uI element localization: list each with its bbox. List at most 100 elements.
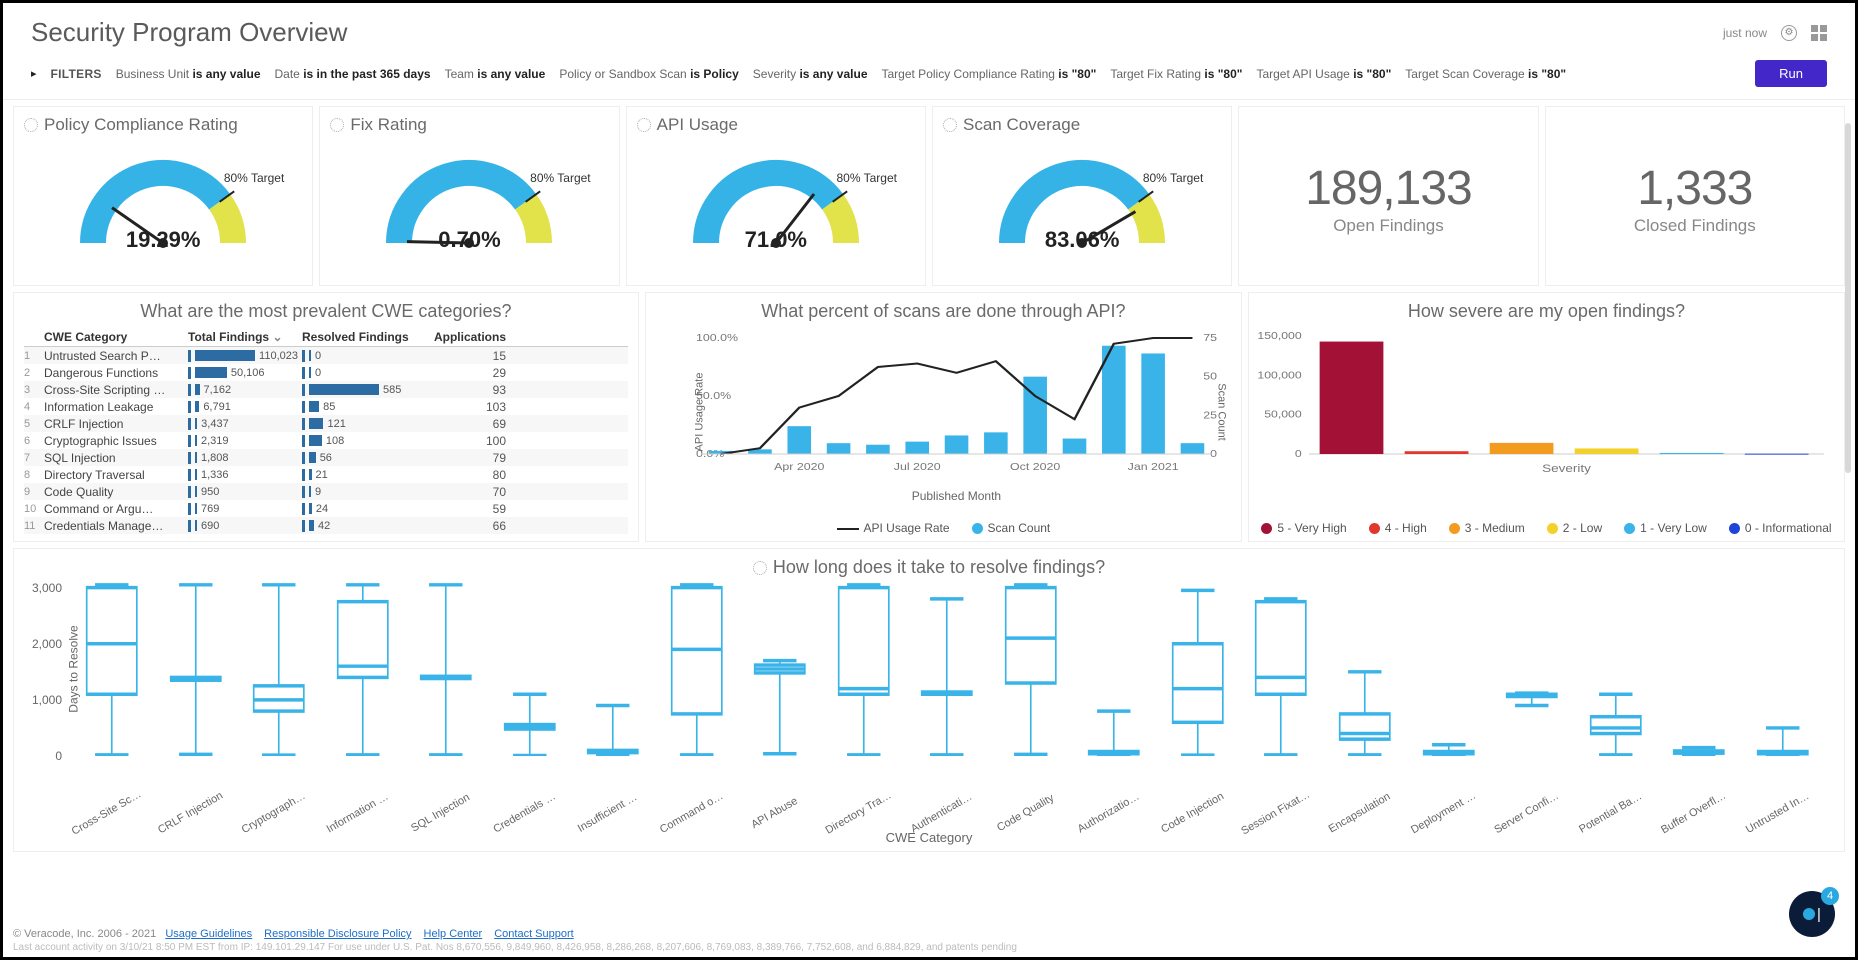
legend-item: 4 - High bbox=[1369, 521, 1427, 535]
filter-chip[interactable]: Target Fix Rating is "80" bbox=[1110, 67, 1242, 81]
cwe-name: Cryptographic Issues bbox=[44, 434, 184, 448]
legend-item: 3 - Medium bbox=[1449, 521, 1525, 535]
info-icon[interactable] bbox=[753, 561, 767, 575]
table-row[interactable]: 5 CRLF Injection 3,437 121 69 bbox=[24, 415, 628, 432]
boxplot-item bbox=[571, 582, 655, 756]
svg-text:100.0%: 100.0% bbox=[696, 333, 738, 344]
boxplot-item bbox=[1072, 582, 1156, 756]
boxplot-item bbox=[154, 582, 238, 756]
cwe-name: Credentials Manage… bbox=[44, 519, 184, 533]
gauge-value: 19.29% bbox=[126, 227, 201, 253]
metric-value: 1,333 bbox=[1637, 161, 1752, 216]
filter-chip[interactable]: Date is in the past 365 days bbox=[275, 67, 431, 81]
gauge-chart: 19.29% 80% Target bbox=[24, 135, 302, 281]
svg-text:Oct 2020: Oct 2020 bbox=[1010, 462, 1060, 473]
svg-text:Jan 2021: Jan 2021 bbox=[1127, 462, 1178, 473]
api-x-title: Published Month bbox=[696, 489, 1217, 503]
boxplot-item bbox=[488, 582, 572, 756]
cwe-name: Directory Traversal bbox=[44, 468, 184, 482]
svg-text:100,000: 100,000 bbox=[1257, 370, 1301, 381]
table-row[interactable]: 1 Untrusted Search P… 110,023 0 15 bbox=[24, 347, 628, 364]
metric-label: Closed Findings bbox=[1634, 216, 1756, 236]
cwe-table-header: CWE Category Total Findings Resolved Fin… bbox=[24, 328, 628, 347]
chat-widget[interactable]: | 4 bbox=[1789, 891, 1835, 937]
filter-chip[interactable]: Severity is any value bbox=[753, 67, 868, 81]
svg-text:50: 50 bbox=[1203, 372, 1217, 383]
table-row[interactable]: 2 Dangerous Functions 50,106 0 29 bbox=[24, 364, 628, 381]
metric-label: Open Findings bbox=[1333, 216, 1444, 236]
boxplot-item bbox=[321, 582, 405, 756]
cwe-name: Command or Argu… bbox=[44, 502, 184, 516]
table-row[interactable]: 3 Cross-Site Scripting … 7,162 585 93 bbox=[24, 381, 628, 398]
boxplot-item bbox=[1657, 582, 1741, 756]
col-total-findings[interactable]: Total Findings bbox=[188, 330, 298, 344]
page-title: Security Program Overview bbox=[31, 17, 347, 48]
footer-link[interactable]: Help Center bbox=[424, 928, 483, 940]
filter-chip[interactable]: Policy or Sandbox Scan is Policy bbox=[559, 67, 738, 81]
severity-panel: How severe are my open findings? 050,000… bbox=[1248, 292, 1845, 542]
col-resolved-findings[interactable]: Resolved Findings bbox=[302, 330, 422, 344]
info-icon[interactable] bbox=[330, 118, 344, 132]
boxplot-item bbox=[1490, 582, 1574, 756]
dashboard-grid-icon[interactable] bbox=[1811, 25, 1827, 41]
boxplot-item bbox=[989, 582, 1073, 756]
svg-text:0: 0 bbox=[1295, 449, 1302, 460]
boxplot-item bbox=[1156, 582, 1240, 756]
table-row[interactable]: 4 Information Leakage 6,791 85 103 bbox=[24, 398, 628, 415]
api-scan-chart: API Usage Rate Scan Count 0.0%50.0%100.0… bbox=[696, 332, 1217, 517]
gauge-value: 0.70% bbox=[438, 227, 500, 253]
footer-link[interactable]: Usage Guidelines bbox=[165, 928, 252, 940]
table-row[interactable]: 11 Credentials Manage… 690 42 66 bbox=[24, 517, 628, 534]
legend-item: 0 - Informational bbox=[1729, 521, 1832, 535]
footer-link[interactable]: Contact Support bbox=[494, 928, 574, 940]
cwe-name: Cross-Site Scripting … bbox=[44, 383, 184, 397]
table-row[interactable]: 9 Code Quality 950 9 70 bbox=[24, 483, 628, 500]
api-scan-title: What percent of scans are done through A… bbox=[656, 301, 1231, 322]
table-row[interactable]: 7 SQL Injection 1,808 56 79 bbox=[24, 449, 628, 466]
col-applications[interactable]: Applications bbox=[426, 330, 506, 344]
filters-toggle-icon[interactable]: ▸ bbox=[31, 67, 37, 80]
gauge-chart: 0.70% 80% Target bbox=[330, 135, 608, 281]
footer: © Veracode, Inc. 2006 - 2021 Usage Guide… bbox=[13, 928, 1845, 953]
boxplot-item bbox=[905, 582, 989, 756]
cwe-name: SQL Injection bbox=[44, 451, 184, 465]
gauge-title: Policy Compliance Rating bbox=[44, 115, 238, 135]
footer-activity: Last account activity on 3/10/21 8:50 PM… bbox=[13, 942, 1845, 953]
refresh-timestamp: just now bbox=[1723, 26, 1767, 40]
filter-chip[interactable]: Target Scan Coverage is "80" bbox=[1405, 67, 1566, 81]
gear-icon[interactable]: ⚙ bbox=[1781, 25, 1797, 41]
filter-chip[interactable]: Team is any value bbox=[445, 67, 546, 81]
gauge-target-label: 80% Target bbox=[224, 171, 285, 185]
gauge-chart: 71.0% 80% Target bbox=[637, 135, 915, 281]
footer-copyright: © Veracode, Inc. 2006 - 2021 bbox=[13, 928, 156, 940]
table-row[interactable]: 6 Cryptographic Issues 2,319 108 100 bbox=[24, 432, 628, 449]
metric-value: 189,133 bbox=[1305, 161, 1472, 216]
filter-chip[interactable]: Business Unit is any value bbox=[116, 67, 261, 81]
severity-legend: 5 - Very High4 - High3 - Medium2 - Low1 … bbox=[1259, 521, 1834, 535]
info-icon[interactable] bbox=[943, 118, 957, 132]
filter-chip[interactable]: Target API Usage is "80" bbox=[1256, 67, 1391, 81]
scrollbar-thumb[interactable] bbox=[1845, 123, 1851, 473]
cwe-name: CRLF Injection bbox=[44, 417, 184, 431]
filter-chip[interactable]: Target Policy Compliance Rating is "80" bbox=[882, 67, 1097, 81]
api-scan-panel: What percent of scans are done through A… bbox=[645, 292, 1242, 542]
boxplot-item bbox=[237, 582, 321, 756]
cwe-table-panel: What are the most prevalent CWE categori… bbox=[13, 292, 639, 542]
boxplot-item bbox=[1574, 582, 1658, 756]
severity-chart: 050,000100,000150,000Severity bbox=[1309, 328, 1824, 515]
info-icon[interactable] bbox=[24, 118, 38, 132]
boxplot-item bbox=[1239, 582, 1323, 756]
boxplot-item bbox=[1323, 582, 1407, 756]
run-button[interactable]: Run bbox=[1755, 60, 1827, 87]
boxplot-item bbox=[404, 582, 488, 756]
gauge-value: 83.06% bbox=[1045, 227, 1120, 253]
gauge-title: Fix Rating bbox=[350, 115, 427, 135]
table-row[interactable]: 8 Directory Traversal 1,336 21 80 bbox=[24, 466, 628, 483]
table-row[interactable]: 10 Command or Argu… 769 24 59 bbox=[24, 500, 628, 517]
col-cwe-category[interactable]: CWE Category bbox=[44, 330, 184, 344]
footer-link[interactable]: Responsible Disclosure Policy bbox=[264, 928, 411, 940]
cwe-name: Dangerous Functions bbox=[44, 366, 184, 380]
info-icon[interactable] bbox=[637, 118, 651, 132]
svg-text:Apr 2020: Apr 2020 bbox=[774, 462, 824, 473]
gauge-panel: API Usage 71.0% 80% Target bbox=[626, 106, 926, 286]
